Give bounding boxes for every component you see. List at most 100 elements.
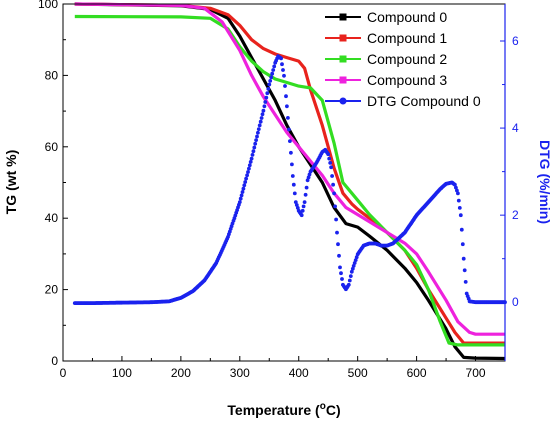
data-point bbox=[271, 68, 276, 72]
data-point bbox=[336, 242, 340, 247]
data-point bbox=[327, 156, 332, 161]
data-point bbox=[453, 182, 457, 187]
y-right-tick-label: 0 bbox=[512, 295, 519, 309]
data-point bbox=[249, 156, 254, 161]
data-point bbox=[301, 204, 306, 209]
data-point bbox=[458, 213, 463, 218]
data-point bbox=[461, 256, 466, 261]
data-point bbox=[346, 282, 351, 287]
data-point bbox=[347, 278, 352, 283]
data-point bbox=[350, 266, 355, 271]
data-point bbox=[293, 200, 298, 205]
data-point bbox=[454, 185, 458, 190]
data-point bbox=[258, 119, 263, 124]
data-point bbox=[290, 174, 295, 178]
y-right-axis-title: DTG (%/min) bbox=[537, 140, 550, 224]
data-point bbox=[251, 149, 256, 154]
legend-label: Compound 1 bbox=[367, 30, 447, 46]
series-4 bbox=[72, 54, 507, 305]
data-point bbox=[291, 182, 296, 187]
x-axis-title: Temperature (oC) bbox=[227, 401, 340, 418]
data-point bbox=[283, 84, 287, 88]
data-point bbox=[262, 104, 267, 109]
data-point bbox=[456, 191, 460, 196]
data-point bbox=[263, 100, 268, 104]
data-point bbox=[238, 196, 243, 201]
data-point bbox=[237, 200, 242, 205]
data-point bbox=[294, 203, 299, 207]
data-point bbox=[337, 253, 341, 258]
x-axis-ticks: 0 100 200 300 400 500 600 700 bbox=[60, 356, 486, 380]
data-point bbox=[252, 145, 257, 150]
data-point bbox=[256, 130, 260, 135]
data-point bbox=[329, 165, 333, 170]
data-point bbox=[352, 261, 357, 265]
data-point bbox=[288, 139, 292, 144]
x-tick-label: 700 bbox=[466, 366, 486, 380]
series-layer bbox=[72, 2, 507, 361]
y-right-tick-label: 6 bbox=[512, 34, 519, 48]
legend-label: Compound 3 bbox=[367, 72, 447, 88]
data-point bbox=[260, 112, 265, 117]
data-point bbox=[272, 64, 277, 69]
data-point bbox=[287, 127, 291, 132]
data-point bbox=[266, 87, 271, 91]
legend-marker bbox=[339, 13, 347, 21]
data-point bbox=[244, 176, 249, 181]
data-point bbox=[354, 255, 359, 260]
data-point bbox=[285, 104, 289, 109]
series-2 bbox=[74, 14, 505, 347]
data-point bbox=[253, 141, 258, 146]
data-point bbox=[292, 191, 297, 196]
data-point bbox=[254, 138, 258, 143]
data-point bbox=[335, 230, 339, 235]
data-point bbox=[459, 227, 464, 232]
data-point bbox=[247, 163, 252, 168]
x-tick-label: 0 bbox=[60, 366, 67, 380]
data-point bbox=[239, 193, 244, 198]
data-point bbox=[455, 188, 459, 193]
data-point bbox=[307, 172, 312, 177]
data-point bbox=[348, 274, 353, 278]
data-point bbox=[457, 206, 462, 210]
y-right-tick-label: 4 bbox=[512, 121, 519, 135]
data-point bbox=[261, 108, 266, 113]
data-point bbox=[281, 68, 285, 72]
data-point bbox=[290, 162, 294, 167]
data-point bbox=[460, 242, 465, 247]
y-left-tick-label: 60 bbox=[45, 140, 59, 154]
data-point bbox=[243, 180, 248, 184]
x-tick-label: 200 bbox=[171, 366, 191, 380]
data-point bbox=[286, 116, 290, 120]
data-point bbox=[351, 264, 356, 268]
data-point bbox=[284, 94, 288, 99]
data-point bbox=[328, 161, 333, 165]
legend: Compound 0 Compound 1 Compound 2 Compound 3… bbox=[325, 9, 481, 109]
data-point bbox=[267, 82, 272, 87]
x-tick-label: 500 bbox=[348, 366, 368, 380]
data-point bbox=[245, 173, 250, 178]
legend-marker bbox=[339, 97, 347, 105]
data-point bbox=[264, 95, 269, 100]
data-point bbox=[353, 258, 358, 262]
data-point bbox=[305, 178, 310, 183]
data-point bbox=[330, 174, 334, 178]
data-point bbox=[295, 206, 300, 210]
y-left-tick-label: 100 bbox=[38, 0, 58, 11]
data-point bbox=[302, 200, 307, 205]
data-point bbox=[334, 217, 338, 222]
data-point bbox=[270, 71, 275, 76]
legend-label: Compound 2 bbox=[367, 51, 447, 67]
data-point bbox=[332, 191, 336, 196]
data-point bbox=[339, 271, 343, 276]
data-point bbox=[331, 182, 335, 187]
x-tick-label: 400 bbox=[289, 366, 309, 380]
data-point bbox=[255, 134, 259, 139]
data-point bbox=[462, 268, 467, 273]
data-point bbox=[299, 213, 304, 218]
data-point bbox=[240, 190, 245, 194]
legend-marker bbox=[339, 34, 347, 42]
data-point bbox=[242, 183, 247, 188]
legend-label: DTG Compound 0 bbox=[367, 93, 481, 109]
